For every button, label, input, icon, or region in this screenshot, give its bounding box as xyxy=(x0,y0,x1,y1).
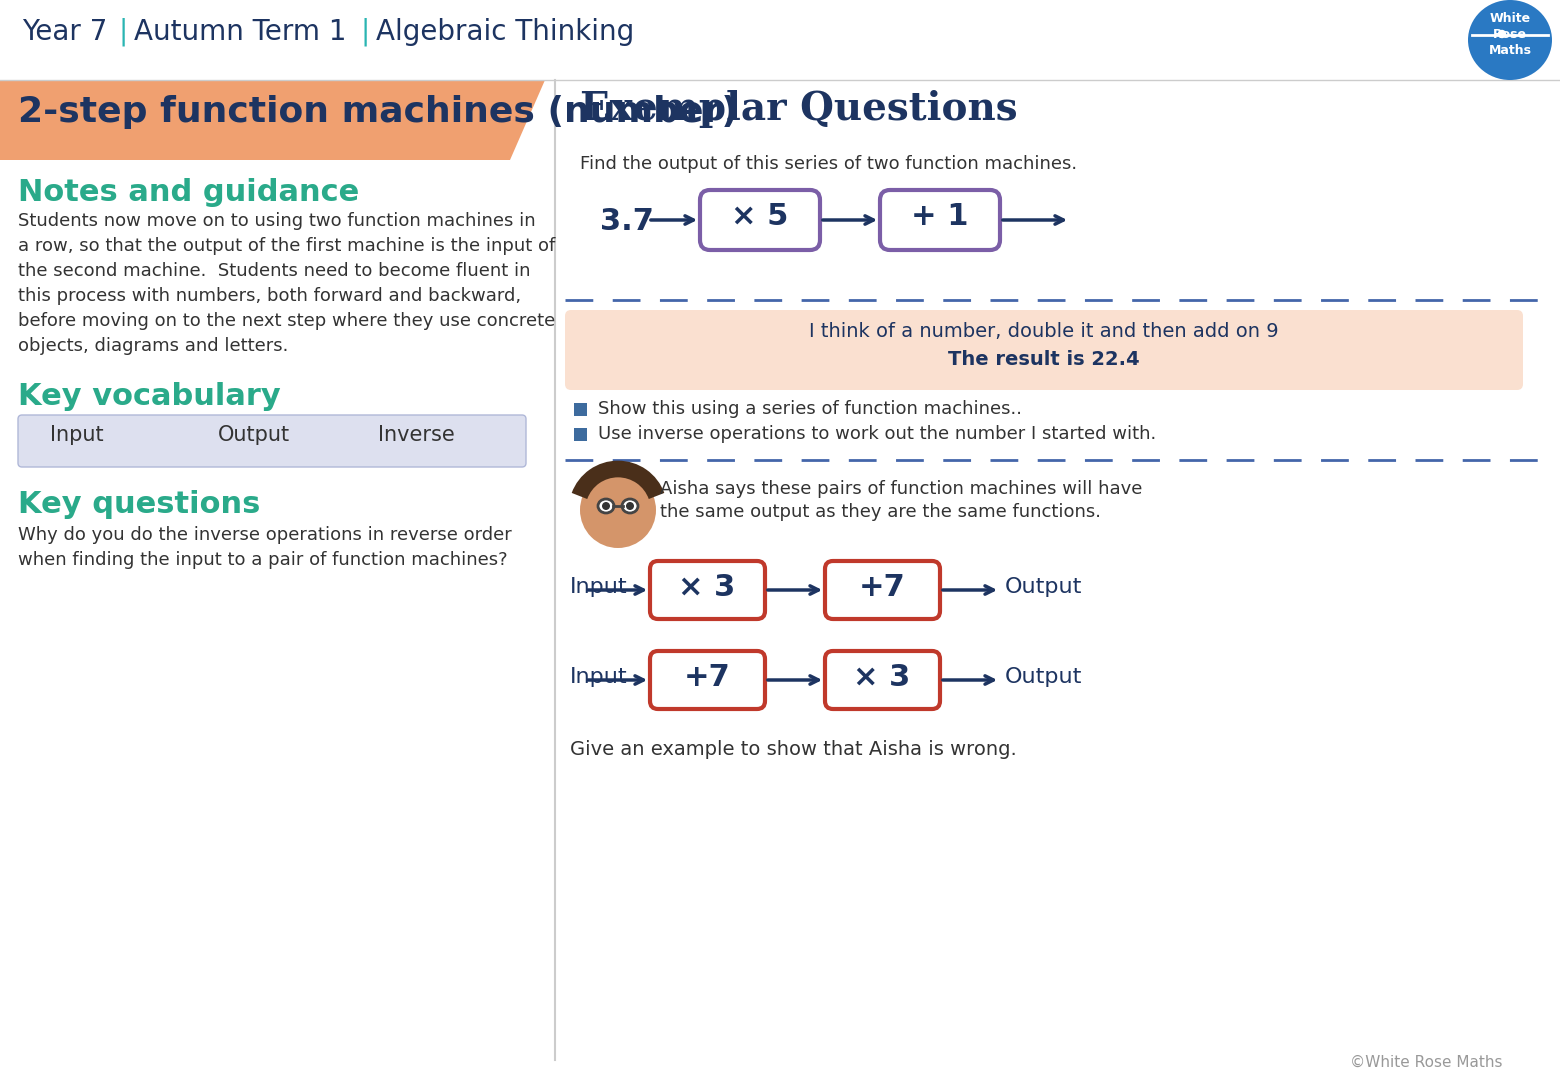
FancyBboxPatch shape xyxy=(651,651,764,708)
Text: × 3: × 3 xyxy=(853,663,911,692)
Text: Output: Output xyxy=(218,426,290,445)
Text: The result is 22.4: The result is 22.4 xyxy=(948,350,1140,369)
Circle shape xyxy=(599,499,613,513)
Circle shape xyxy=(580,472,657,548)
Text: Give an example to show that Aisha is wrong.: Give an example to show that Aisha is wr… xyxy=(569,740,1017,759)
Text: Students now move on to using two function machines in: Students now move on to using two functi… xyxy=(19,212,535,230)
Text: Use inverse operations to work out the number I started with.: Use inverse operations to work out the n… xyxy=(597,426,1156,443)
Text: the second machine.  Students need to become fluent in: the second machine. Students need to bec… xyxy=(19,262,530,280)
Circle shape xyxy=(602,502,610,510)
Circle shape xyxy=(622,499,636,513)
FancyBboxPatch shape xyxy=(651,561,764,619)
Text: × 3: × 3 xyxy=(679,573,736,602)
Text: |: | xyxy=(119,18,128,46)
Text: |: | xyxy=(360,18,370,46)
Text: Inverse: Inverse xyxy=(378,426,456,445)
Text: +7: +7 xyxy=(858,573,905,602)
Text: Year 7: Year 7 xyxy=(22,18,108,46)
Text: when finding the input to a pair of function machines?: when finding the input to a pair of func… xyxy=(19,551,507,569)
Circle shape xyxy=(1499,30,1505,38)
Text: Find the output of this series of two function machines.: Find the output of this series of two fu… xyxy=(580,156,1076,173)
Text: Rose: Rose xyxy=(1493,28,1527,41)
Text: Output: Output xyxy=(1005,667,1083,687)
Text: Autumn Term 1: Autumn Term 1 xyxy=(134,18,346,46)
Text: Notes and guidance: Notes and guidance xyxy=(19,178,359,207)
Text: a row, so that the output of the first machine is the input of: a row, so that the output of the first m… xyxy=(19,237,555,255)
Polygon shape xyxy=(0,80,544,160)
Text: Input: Input xyxy=(569,667,627,687)
Text: Exemplar Questions: Exemplar Questions xyxy=(580,90,1017,129)
FancyBboxPatch shape xyxy=(700,190,821,249)
Text: Maths: Maths xyxy=(1488,44,1532,57)
Text: Key questions: Key questions xyxy=(19,490,261,519)
Text: objects, diagrams and letters.: objects, diagrams and letters. xyxy=(19,337,289,355)
FancyBboxPatch shape xyxy=(825,561,941,619)
Text: Key vocabulary: Key vocabulary xyxy=(19,382,281,411)
FancyBboxPatch shape xyxy=(565,310,1523,390)
Text: Input: Input xyxy=(569,577,627,597)
FancyBboxPatch shape xyxy=(19,415,526,467)
FancyBboxPatch shape xyxy=(880,190,1000,249)
Text: + 1: + 1 xyxy=(911,202,969,231)
Circle shape xyxy=(626,502,633,510)
FancyBboxPatch shape xyxy=(825,651,941,708)
Text: Show this using a series of function machines..: Show this using a series of function mac… xyxy=(597,400,1022,418)
Text: 3.7: 3.7 xyxy=(601,207,654,237)
Ellipse shape xyxy=(1468,0,1552,80)
Text: × 5: × 5 xyxy=(732,202,789,231)
Bar xyxy=(574,428,587,441)
Text: ©White Rose Maths: ©White Rose Maths xyxy=(1349,1055,1502,1070)
Text: Algebraic Thinking: Algebraic Thinking xyxy=(376,18,635,46)
Bar xyxy=(574,403,587,416)
Text: Output: Output xyxy=(1005,577,1083,597)
Text: this process with numbers, both forward and backward,: this process with numbers, both forward … xyxy=(19,287,521,305)
Text: Input: Input xyxy=(50,426,103,445)
Text: before moving on to the next step where they use concrete: before moving on to the next step where … xyxy=(19,312,555,330)
Text: the same output as they are the same functions.: the same output as they are the same fun… xyxy=(660,503,1101,521)
Text: +7: +7 xyxy=(683,663,730,692)
Text: 2-step function machines (number): 2-step function machines (number) xyxy=(19,95,738,129)
Text: Why do you do the inverse operations in reverse order: Why do you do the inverse operations in … xyxy=(19,526,512,544)
Bar xyxy=(0,0,1560,80)
Text: White: White xyxy=(1490,12,1530,25)
Text: Aisha says these pairs of function machines will have: Aisha says these pairs of function machi… xyxy=(660,480,1142,498)
Text: I think of a number, double it and then add on 9: I think of a number, double it and then … xyxy=(810,322,1279,341)
